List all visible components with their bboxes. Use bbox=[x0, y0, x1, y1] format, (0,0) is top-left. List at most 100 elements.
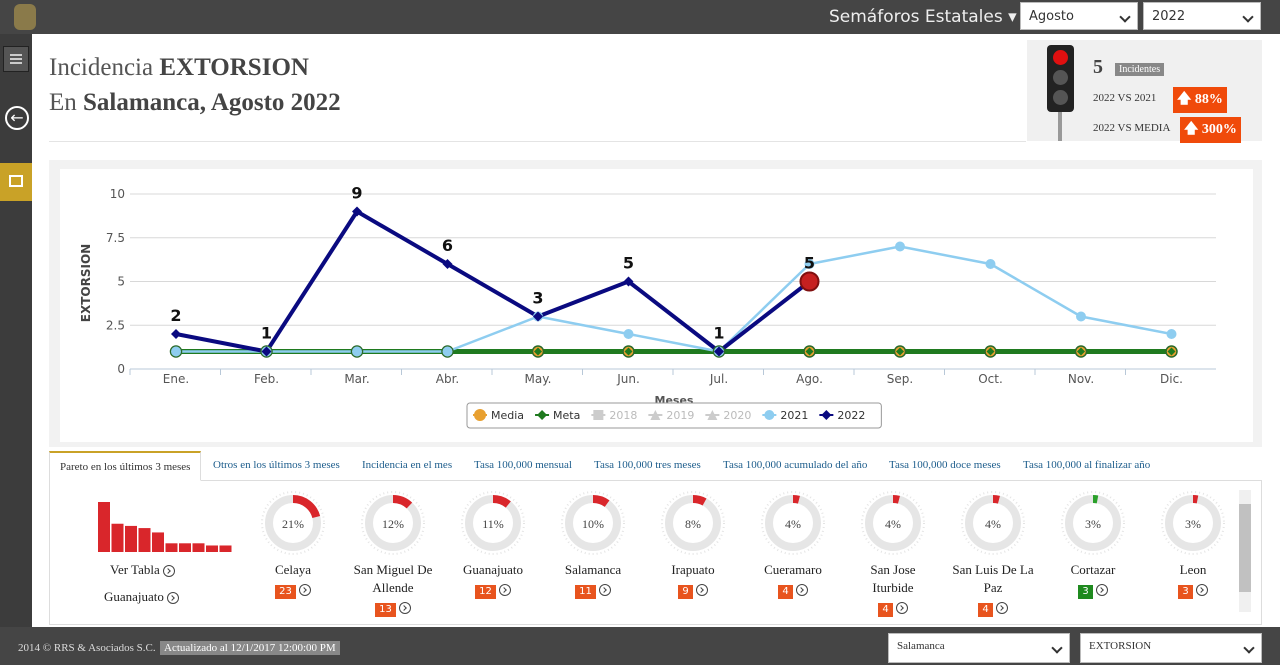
arrow-icon bbox=[498, 584, 511, 597]
count-row[interactable]: 13 bbox=[343, 599, 443, 617]
link-text: Guanajuato bbox=[104, 589, 164, 604]
link[interactable]: Guanajuato bbox=[104, 589, 179, 605]
tab[interactable]: Incidencia en el mes bbox=[362, 459, 453, 471]
count-row[interactable]: 4 bbox=[843, 599, 943, 617]
count-row[interactable]: 23 bbox=[243, 581, 343, 599]
gauge-arc bbox=[592, 495, 610, 507]
gauge-dots bbox=[261, 491, 325, 555]
tab[interactable]: Tasa 100,000 tres meses bbox=[594, 459, 701, 471]
tab[interactable]: Pareto en los últimos 3 meses bbox=[49, 451, 202, 481]
point bbox=[442, 259, 453, 269]
gauge-label: 10% bbox=[582, 517, 604, 531]
municipio: Cueramaro 4 bbox=[743, 561, 843, 599]
compare-value-text: 300% bbox=[1201, 122, 1237, 137]
count-label: Incidentes bbox=[1115, 63, 1165, 76]
page-subtitle: En Salamanca, Agosto 2022 bbox=[49, 89, 341, 117]
gauge-label: 11% bbox=[482, 517, 504, 531]
y-tick-label: 2.5 bbox=[106, 318, 125, 332]
point bbox=[352, 206, 362, 217]
municipio: Leon 3 bbox=[1143, 561, 1243, 599]
municipio: Guanajuato 12 bbox=[443, 561, 543, 599]
data-label: 9 bbox=[351, 184, 362, 203]
count-row[interactable]: 12 bbox=[443, 581, 543, 599]
x-tick-label: Ene. bbox=[163, 372, 189, 386]
count-row[interactable]: 4 bbox=[743, 581, 843, 599]
municipio-name: Cueramaro bbox=[764, 562, 822, 577]
municipio-select[interactable]: Salamanca bbox=[888, 633, 1070, 663]
point bbox=[1077, 347, 1085, 356]
municipio-name: Cortazar bbox=[1070, 562, 1116, 577]
tab[interactable]: Tasa 100,000 doce meses bbox=[889, 459, 1001, 471]
title-bold: EXTORSION bbox=[159, 54, 309, 81]
municipio: Irapuato 9 bbox=[643, 561, 743, 599]
chart-button[interactable] bbox=[0, 163, 32, 201]
tab[interactable]: Tasa 100,000 mensual bbox=[474, 459, 572, 471]
pareto-bar bbox=[138, 528, 151, 552]
summary-box: 5 Incidentes 2022 VS 2021 🡅 88% 2022 VS … bbox=[1027, 40, 1262, 143]
month-select[interactable]: Agosto bbox=[1020, 2, 1138, 30]
footer: 2014 © RRS & Asociados S.C. Actualizado … bbox=[0, 627, 1280, 665]
pareto-bar bbox=[152, 532, 164, 552]
municipio-name: San Jose Iturbide bbox=[870, 562, 916, 595]
point bbox=[442, 346, 453, 357]
pareto-bar bbox=[206, 545, 218, 552]
municipio-name: Irapuato bbox=[671, 562, 715, 577]
municipio: Celaya 23 bbox=[243, 561, 343, 599]
gauge-dots bbox=[461, 491, 525, 555]
scrollbar[interactable] bbox=[1239, 490, 1251, 612]
count-badge: 3 bbox=[1178, 585, 1193, 599]
tab[interactable]: Otros en los últimos 3 meses bbox=[213, 459, 340, 471]
year-select[interactable]: 2022 bbox=[1143, 2, 1261, 30]
tab[interactable]: Tasa 100,000 acumulado del año bbox=[723, 459, 868, 471]
compare-value-text: 88% bbox=[1194, 92, 1223, 107]
point bbox=[533, 311, 543, 322]
title-prefix: Incidencia bbox=[49, 54, 154, 81]
link[interactable]: Ver Tabla bbox=[110, 562, 175, 578]
legend-marker bbox=[537, 410, 548, 420]
count-badge: 13 bbox=[375, 603, 396, 617]
link-text: Ver Tabla bbox=[110, 562, 160, 577]
menu-text: Semáforos Estatales bbox=[829, 7, 1003, 27]
point bbox=[895, 241, 905, 252]
point bbox=[896, 347, 904, 356]
menu-button[interactable] bbox=[3, 46, 29, 72]
legend-marker bbox=[650, 410, 661, 420]
municipio-text: Salamanca bbox=[897, 640, 945, 652]
count-row[interactable]: 11 bbox=[543, 581, 643, 599]
point bbox=[623, 329, 634, 339]
point bbox=[714, 346, 724, 357]
x-tick-label: Feb. bbox=[254, 372, 279, 386]
arrow-icon bbox=[598, 584, 611, 597]
municipio-name: Guanajuato bbox=[463, 562, 523, 577]
subtitle-bold: Salamanca, Agosto 2022 bbox=[83, 89, 341, 116]
y-tick-label: 7.5 bbox=[106, 231, 125, 245]
tab[interactable]: Tasa 100,000 al finalizar año bbox=[1023, 459, 1151, 471]
count-row[interactable]: 9 bbox=[643, 581, 743, 599]
y-tick-label: 5 bbox=[117, 275, 125, 289]
gauge-arc bbox=[692, 495, 707, 506]
arrow-icon bbox=[795, 584, 808, 597]
top-bar: Semáforos Estatales ▾ Agosto 2022 bbox=[0, 0, 1280, 34]
count-badge: 9 bbox=[678, 585, 693, 599]
pole bbox=[1058, 110, 1062, 141]
back-button[interactable]: ← bbox=[5, 106, 29, 130]
count-row[interactable]: 3 bbox=[1043, 581, 1143, 599]
municipio-name: Salamanca bbox=[564, 562, 622, 577]
menu[interactable]: Semáforos Estatales ▾ bbox=[829, 7, 1017, 27]
point bbox=[805, 347, 814, 356]
pareto-bar bbox=[219, 545, 232, 552]
delito-select[interactable]: EXTORSION bbox=[1080, 633, 1262, 663]
count-row[interactable]: 4 bbox=[943, 599, 1043, 617]
count-row[interactable]: 3 bbox=[1143, 581, 1243, 599]
legend-label: Media bbox=[491, 409, 524, 422]
data-label: 1 bbox=[261, 324, 272, 343]
delito-text: EXTORSION bbox=[1089, 640, 1152, 652]
gauge-label: 21% bbox=[282, 517, 304, 531]
compare-label: 2022 VS 2021 bbox=[1093, 92, 1157, 104]
count-badge: 3 bbox=[1078, 585, 1093, 599]
legend-box bbox=[466, 402, 882, 429]
gauge-arc bbox=[892, 495, 900, 504]
pareto-bar bbox=[125, 525, 137, 552]
